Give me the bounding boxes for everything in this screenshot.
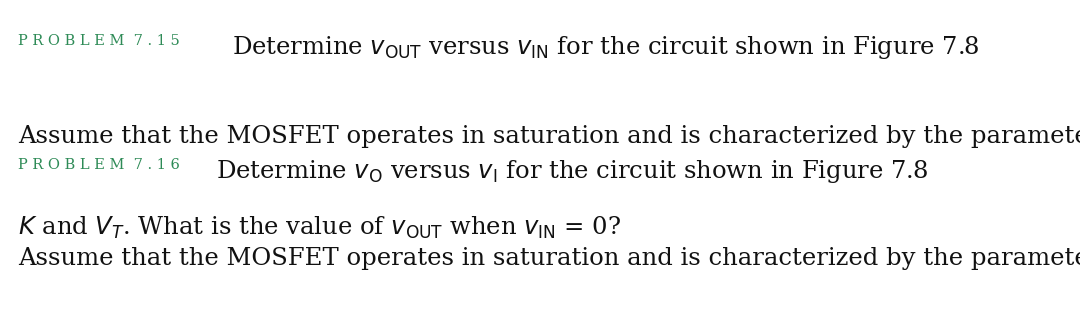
Text: Determine $v_{\mathrm{O}}$ versus $v_{\mathrm{I}}$ for the circuit shown in Figu: Determine $v_{\mathrm{O}}$ versus $v_{\m…	[216, 158, 929, 185]
Text: Assume that the MOSFET operates in saturation and is characterized by the parame: Assume that the MOSFET operates in satur…	[18, 125, 1080, 148]
Text: P R O B L E M  7 . 1 5: P R O B L E M 7 . 1 5	[18, 34, 180, 48]
Text: $K$ and $V_T$. What is the value of $v_{\mathrm{OUT}}$ when $v_{\mathrm{IN}}$ = : $K$ and $V_T$. What is the value of $v_{…	[18, 214, 621, 241]
Text: P R O B L E M  7 . 1 6: P R O B L E M 7 . 1 6	[18, 158, 180, 172]
Text: Assume that the MOSFET operates in saturation and is characterized by the parame: Assume that the MOSFET operates in satur…	[18, 247, 1080, 270]
Text: Determine $v_{\mathrm{OUT}}$ versus $v_{\mathrm{IN}}$ for the circuit shown in F: Determine $v_{\mathrm{OUT}}$ versus $v_{…	[232, 34, 980, 61]
